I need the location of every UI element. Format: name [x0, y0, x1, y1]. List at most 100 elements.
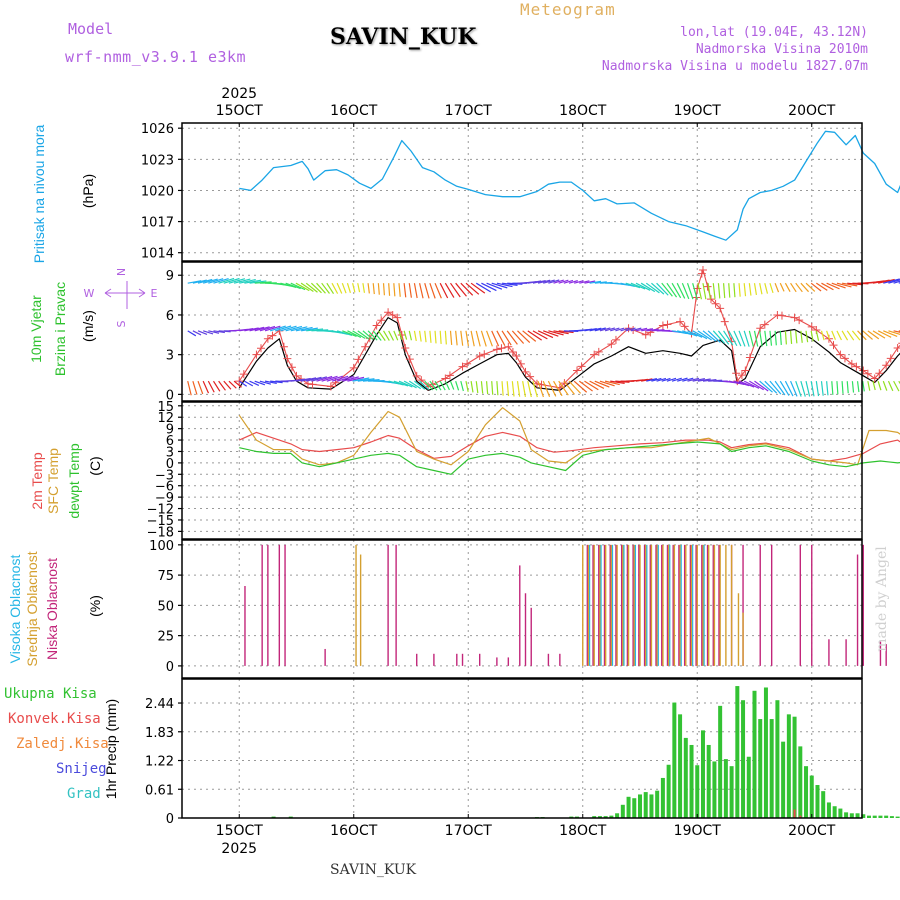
wind-direction-arrow	[527, 381, 532, 398]
wind-direction-arrow	[388, 283, 391, 296]
total-precip-bar	[763, 687, 768, 818]
wind-direction-arrow	[784, 380, 794, 397]
temp-ytick-label: −18	[147, 525, 174, 540]
wind-direction-arrow	[439, 380, 446, 391]
footer-station: SAVIN_KUK	[330, 862, 417, 878]
wind-gust-marker	[847, 359, 856, 368]
wind-direction-arrow	[465, 381, 469, 392]
bottom-xtick-label: 15OCT	[216, 823, 264, 839]
wind-gust-marker	[577, 362, 586, 371]
wind-direction-arrow	[851, 330, 861, 341]
pressure-ytick-label: 1026	[141, 122, 174, 137]
legend-snow: Snijeg	[56, 761, 107, 777]
wind-direction-arrow	[553, 380, 563, 397]
wind-direction-arrow	[805, 330, 809, 343]
temp-ytick-label: −15	[147, 514, 174, 529]
wind-direction-arrow	[712, 283, 716, 299]
total-precip-bar	[884, 815, 889, 818]
total-precip-bar	[689, 744, 694, 818]
wind-gust-marker	[521, 367, 530, 376]
wind-direction-arrow	[543, 279, 555, 284]
wind-direction-arrow	[491, 282, 508, 289]
wind-gust-marker	[840, 354, 849, 363]
wind-direction-arrow	[748, 330, 754, 347]
wind-direction-arrow	[522, 330, 537, 342]
wind-gust-marker	[875, 369, 884, 378]
total-precip-bar	[683, 737, 688, 818]
total-precip-bar	[769, 719, 774, 818]
total-precip-bar	[872, 815, 877, 818]
wind-direction-arrow	[697, 378, 711, 382]
wind-direction-arrow	[383, 330, 390, 341]
wind-gust-marker	[475, 351, 484, 360]
wind-direction-arrow	[795, 282, 803, 293]
wind-direction-arrow	[579, 280, 590, 284]
wind-direction-arrow	[764, 330, 768, 347]
wind-gust-marker	[412, 371, 421, 380]
total-precip-bar	[723, 759, 728, 818]
wind-direction-arrow	[831, 282, 846, 289]
total-precip-bar	[597, 816, 602, 818]
credit-label: made by Angel	[874, 546, 890, 652]
wind-direction-arrow	[408, 283, 412, 298]
wind-direction-arrow	[532, 380, 538, 398]
cloud-ytick-label: 75	[157, 569, 174, 584]
wind-gust-marker	[526, 372, 535, 381]
wind-direction-arrow	[831, 330, 837, 340]
wind-direction-arrow	[352, 377, 370, 382]
wind-direction-arrow	[821, 282, 834, 291]
bottom-xtick-label: 16OCT	[330, 823, 378, 839]
wind-direction-arrow	[316, 375, 333, 382]
wind-direction-arrow	[604, 327, 616, 332]
wind-direction-arrow	[434, 330, 437, 344]
wind-direction-arrow	[341, 282, 347, 294]
grid-layer	[182, 123, 862, 819]
wind-direction-arrow	[877, 330, 892, 338]
wind-direction-arrow	[491, 381, 494, 395]
wind-gust-marker	[239, 370, 248, 379]
wind-direction-arrow	[877, 380, 882, 391]
wind-gust-marker	[268, 331, 277, 340]
wind-gust-marker	[893, 344, 900, 353]
wind-direction-arrow	[759, 283, 763, 295]
wind-direction-arrow	[671, 282, 682, 299]
wind-direction-arrow	[568, 380, 582, 394]
wind-direction-arrow	[212, 380, 221, 392]
cloud-ytick-label: 0	[166, 660, 174, 675]
wind-gust-marker	[870, 374, 879, 383]
wind-gust-marker	[463, 359, 472, 368]
wind-direction-arrow	[460, 380, 464, 392]
cloud-panel-frame	[181, 539, 863, 679]
wind-direction-arrow	[610, 327, 620, 332]
wind-gust-marker	[732, 369, 741, 378]
wind-direction-arrow	[883, 330, 898, 337]
wind-gust-marker	[384, 308, 393, 317]
wind-direction-arrow	[270, 380, 283, 384]
wind-gust-marker	[737, 371, 746, 380]
total-precip-bar	[638, 794, 642, 818]
wind-direction-arrow	[223, 277, 240, 284]
wind-direction-arrow	[197, 330, 208, 336]
compass-rose-icon	[104, 281, 146, 309]
wind-direction-arrow	[676, 282, 686, 299]
wind-direction-arrow	[687, 330, 703, 338]
station-title: SAVIN_KUK	[330, 24, 477, 50]
pressure-panel-frame	[181, 122, 863, 262]
total-precip-bar	[895, 816, 900, 818]
wind-direction-arrow	[300, 282, 314, 292]
total-precip-bar	[626, 796, 631, 818]
wind-direction-arrow	[743, 330, 750, 347]
wind-gust-marker	[760, 320, 769, 329]
wind-direction-arrow	[826, 282, 840, 290]
wind-direction-arrow	[574, 280, 584, 284]
total-precip-bar	[741, 700, 746, 818]
wind-direction-arrow	[882, 380, 888, 391]
pressure-side-label: Pritisak na nivou mora	[31, 124, 47, 264]
wind-direction-arrow	[398, 380, 413, 388]
wind-unit-label: (m/s)	[80, 310, 96, 342]
wind-direction-arrow	[769, 380, 782, 395]
wind-direction-arrow	[264, 380, 277, 385]
wind-direction-arrow	[537, 330, 554, 339]
wind-direction-arrow	[450, 282, 461, 298]
wind-direction-arrow	[424, 330, 427, 343]
